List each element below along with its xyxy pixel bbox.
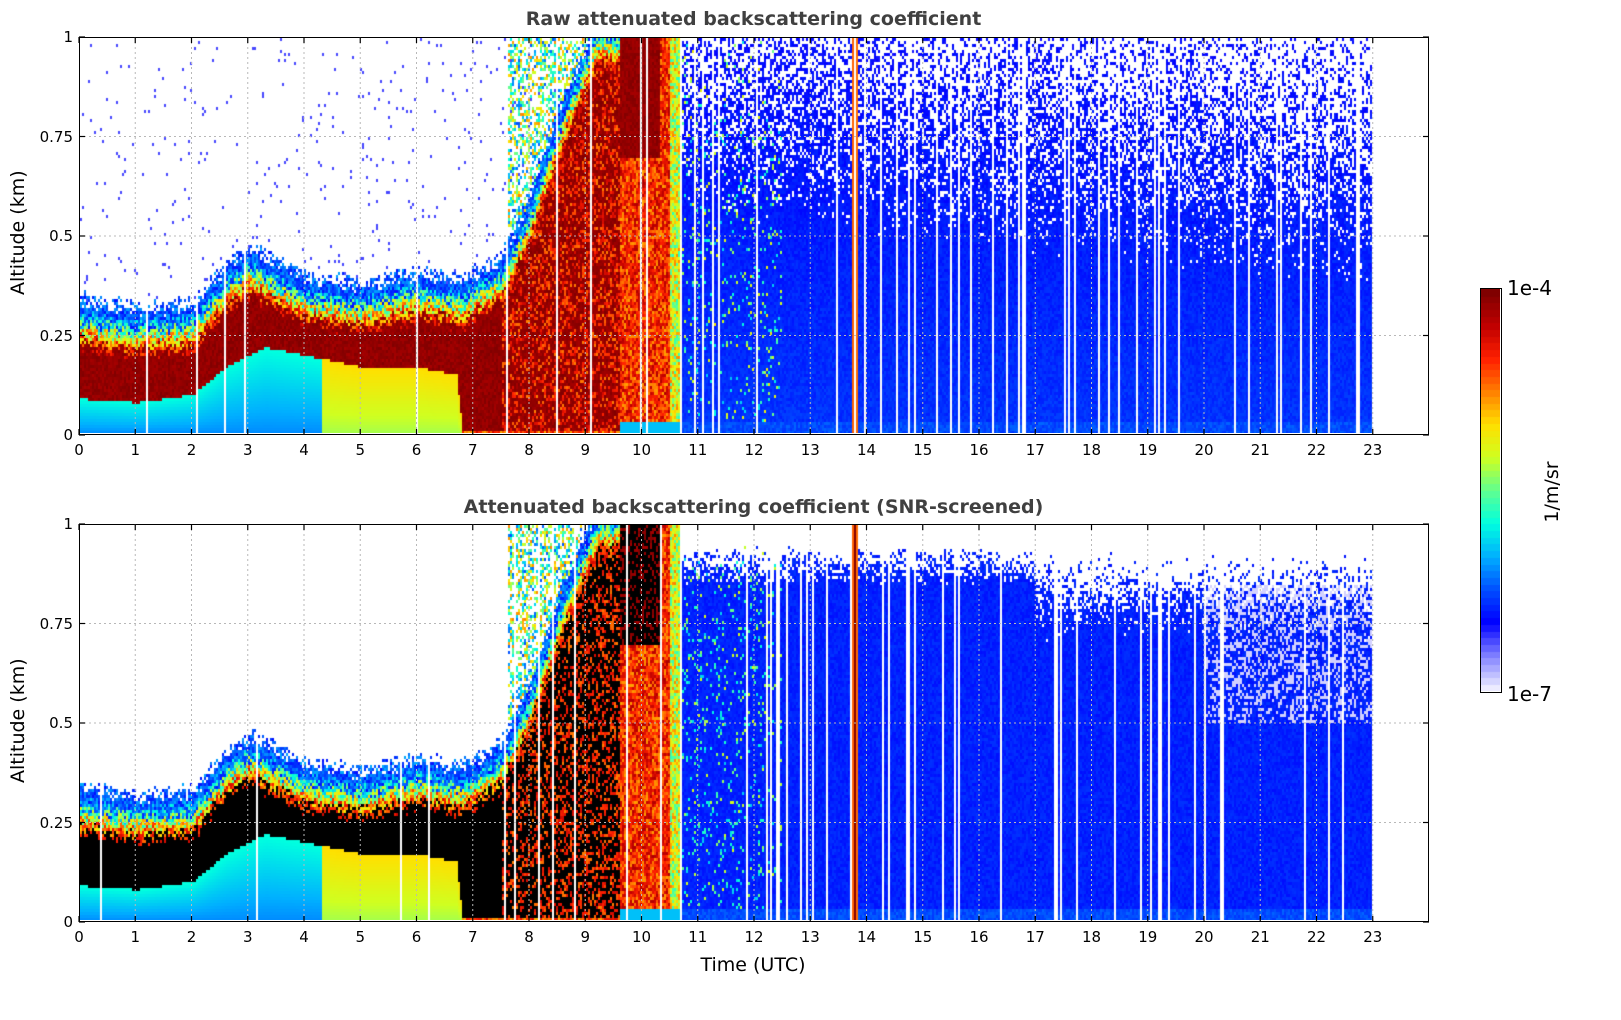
panel-1-y-tick-label: 0.5 [49, 227, 73, 245]
panel-1-x-tick-label: 7 [467, 441, 478, 459]
panel-1-x-tick-label: 13 [800, 441, 820, 459]
panel-1-x-tick-label: 17 [1025, 441, 1045, 459]
panel-2-x-tick-label: 2 [186, 928, 197, 946]
panel-2-x-tick-label: 17 [1025, 928, 1045, 946]
panel-2-x-tick-label: 4 [299, 928, 309, 946]
panel-2-x-tick-label: 16 [969, 928, 989, 946]
panel-2-y-tick-label: 0.25 [39, 813, 73, 832]
panel-2-y-tick-label: 0 [63, 913, 73, 931]
panel-2-x-tick-label: 21 [1250, 928, 1270, 946]
panel-2-title: Attenuated backscattering coefficient (S… [463, 496, 1044, 518]
panel-1-y-tick-label: 0.25 [39, 326, 73, 345]
panel-1-title: Raw attenuated backscattering coefficien… [525, 8, 982, 30]
panel-2-x-tick-label: 5 [355, 928, 366, 946]
colorbar-units-label: 1/m/sr [1541, 461, 1563, 523]
panel-1-x-tick-label: 4 [299, 441, 309, 459]
panel-1-x-tick-label: 3 [242, 441, 253, 459]
panel-1-x-tick-label: 10 [631, 441, 652, 459]
panel-1-x-tick-label: 15 [913, 441, 933, 459]
panel-1-y-tick-label: 0 [63, 426, 73, 444]
panel-2-x-tick-label: 13 [800, 928, 820, 946]
panel-2-x-tick-label: 3 [242, 928, 253, 946]
panel-2-x-tick-label: 0 [74, 928, 84, 946]
panel-2-x-tick-label: 8 [524, 928, 534, 946]
colorbar-gradient [1481, 289, 1500, 691]
panel-1-x-tick-label: 9 [580, 441, 591, 459]
panel-2-x-tick-label: 23 [1363, 928, 1383, 946]
panel-1-x-tick-label: 0 [74, 441, 84, 459]
panel-2-x-tick-label: 11 [688, 928, 708, 946]
panel-1-x-tick-label: 1 [130, 441, 141, 459]
panel-2-heatmap [80, 525, 1427, 920]
panel-2-x-tick-label: 14 [856, 928, 877, 946]
x-axis-label: Time (UTC) [700, 954, 806, 976]
panel-1-x-tick-label: 2 [186, 441, 197, 459]
panel-1-x-tick-label: 22 [1306, 441, 1327, 459]
panel-1-x-tick-label: 19 [1138, 441, 1158, 459]
panel-2-x-tick-label: 18 [1081, 928, 1102, 946]
panel-2-x-tick-label: 6 [411, 928, 422, 946]
panel-2-x-tick-label: 12 [744, 928, 764, 946]
panel-2-x-tick-label: 15 [913, 928, 933, 946]
panel-2-y-tick-label: 0.5 [49, 714, 73, 732]
panel-1-x-tick-label: 5 [355, 441, 366, 459]
panel-1-y-tick-label: 1 [63, 28, 73, 46]
panel-1-x-tick-label: 6 [411, 441, 422, 459]
colorbar [1480, 288, 1502, 693]
panel-1-x-tick-label: 20 [1194, 441, 1214, 459]
panel-2-x-tick-label: 9 [580, 928, 591, 946]
panel-1-x-tick-label: 23 [1363, 441, 1383, 459]
panel-2-x-tick-label: 7 [467, 928, 478, 946]
panel-2-y-tick-label: 0.75 [39, 614, 73, 633]
panel-2-x-tick-label: 20 [1194, 928, 1214, 946]
panel-1-heatmap [80, 38, 1427, 433]
panel-2-plot-area [79, 524, 1429, 922]
panel-1-x-tick-label: 21 [1250, 441, 1270, 459]
panel-1-x-tick-label: 8 [524, 441, 534, 459]
panel-2-x-tick-label: 22 [1306, 928, 1327, 946]
panel-1-x-tick-label: 12 [744, 441, 764, 459]
panel-1-plot-area [79, 37, 1429, 435]
panel-2-y-tick-label: 1 [63, 515, 73, 533]
panel-1-x-tick-label: 16 [969, 441, 989, 459]
colorbar-min-label: 1e-7 [1507, 682, 1552, 706]
panel-1-x-tick-label: 18 [1081, 441, 1102, 459]
panel-2-x-tick-label: 1 [130, 928, 141, 946]
panel-2-x-tick-label: 10 [631, 928, 652, 946]
panel-1-y-tick-label: 0.75 [39, 127, 73, 146]
colorbar-max-label: 1e-4 [1507, 276, 1552, 300]
panel-1-x-tick-label: 14 [856, 441, 877, 459]
panel-1-x-tick-label: 11 [688, 441, 708, 459]
panel-2-x-tick-label: 19 [1138, 928, 1158, 946]
